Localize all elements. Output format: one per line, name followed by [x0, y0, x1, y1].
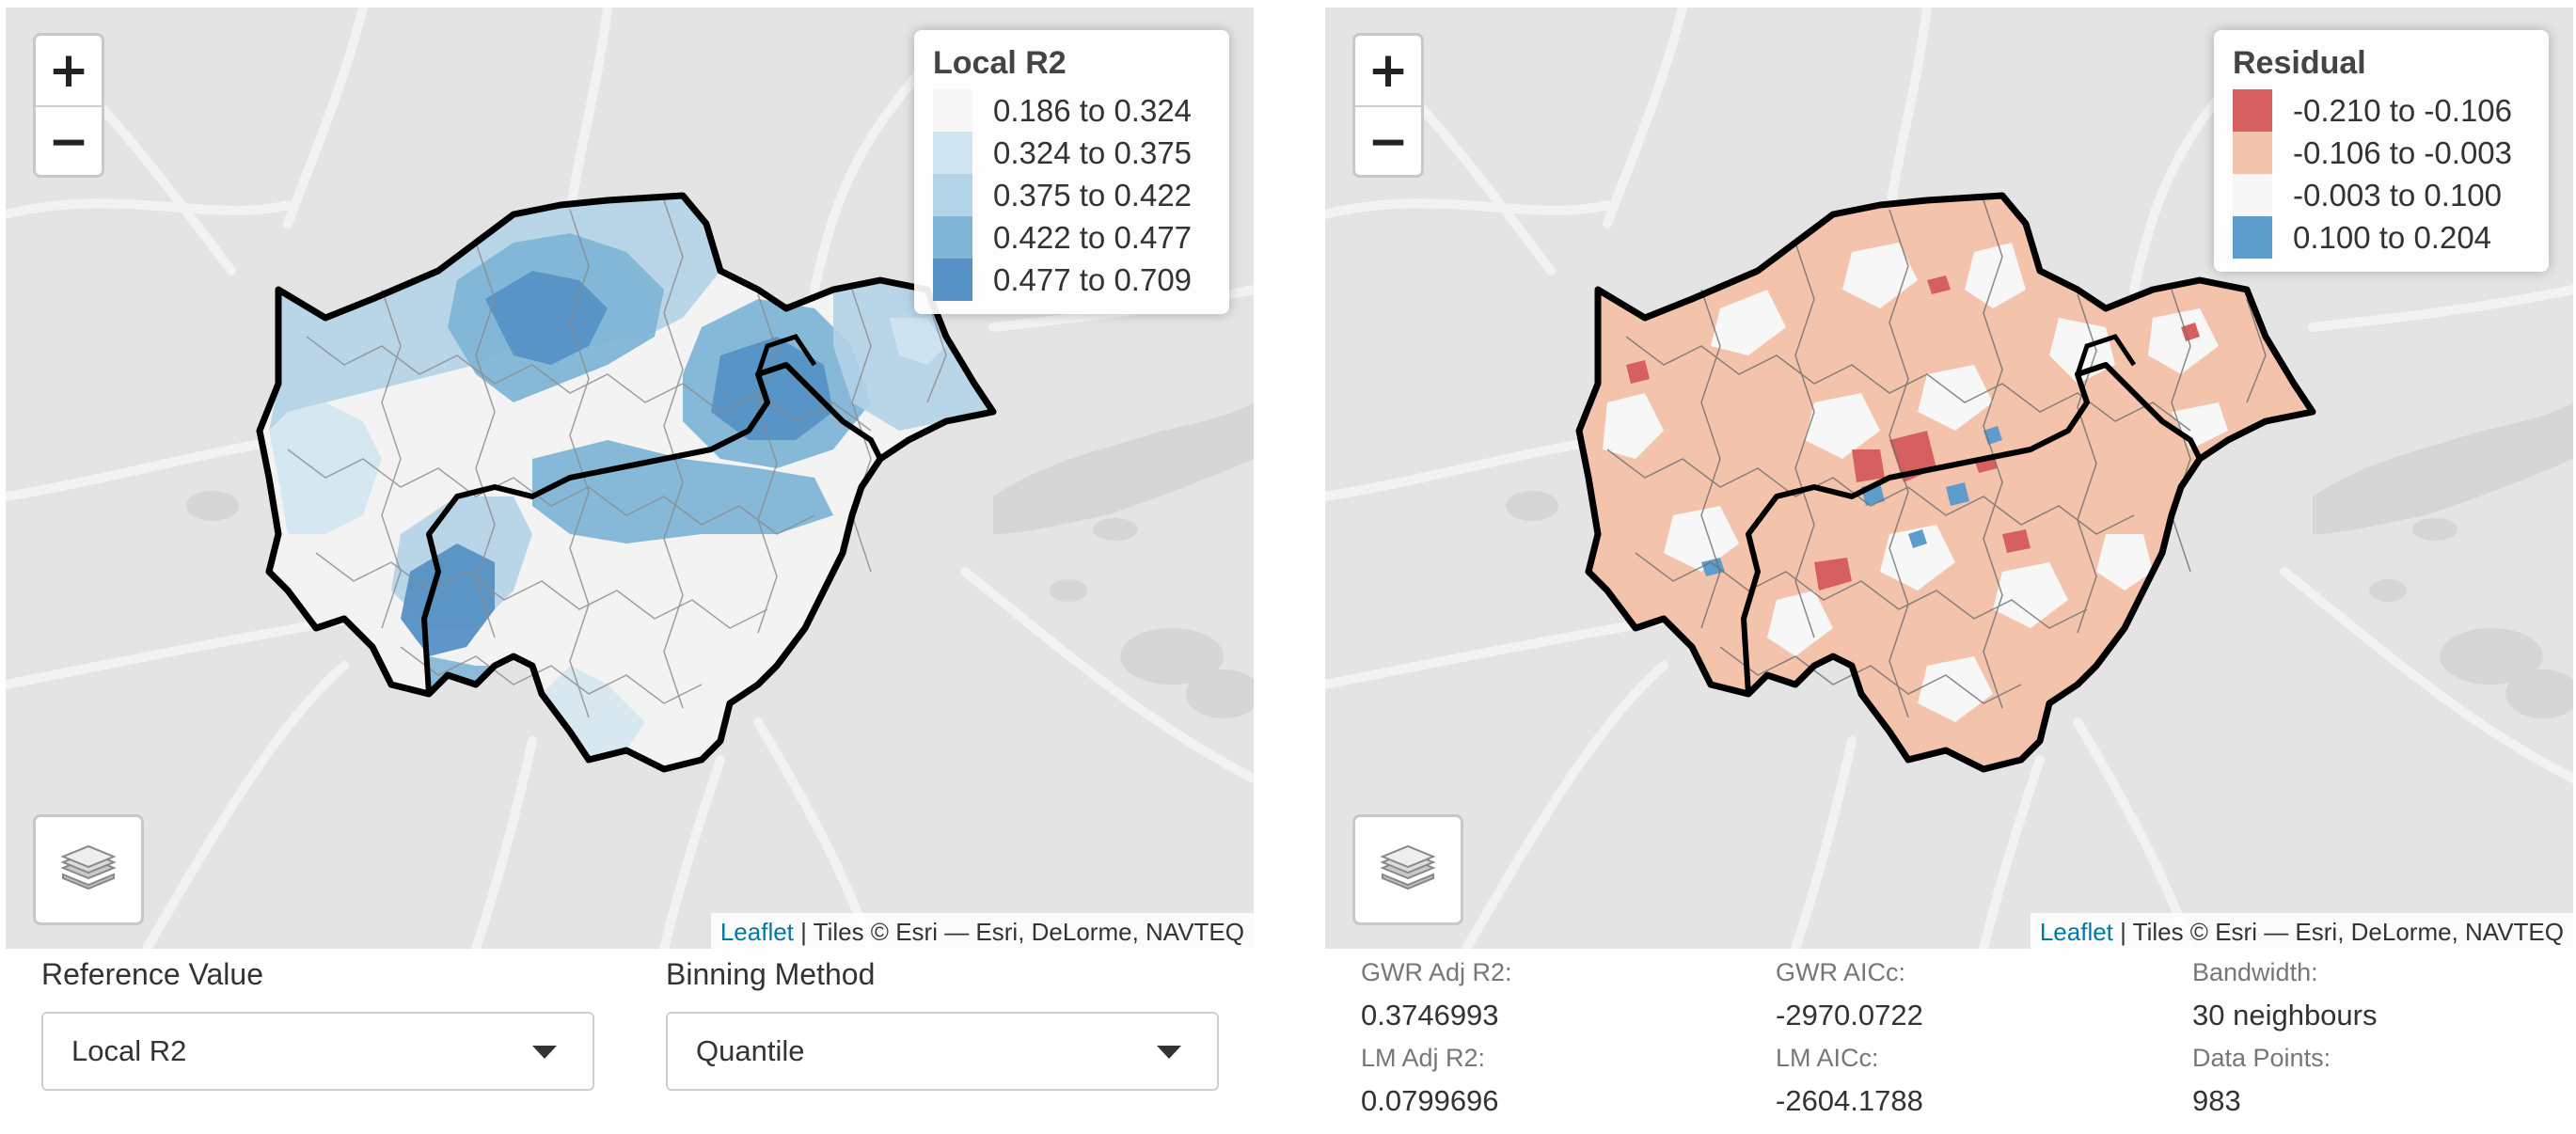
binning-method-select[interactable]: Quantile: [666, 1012, 1219, 1091]
legend-swatch: [933, 259, 972, 301]
binning-method-label: Binning Method: [666, 957, 876, 991]
lm-aicc-label: LM AICc:: [1776, 1044, 1879, 1072]
legend-item: -0.210 to -0.106: [2233, 89, 2530, 132]
layers-button[interactable]: [33, 814, 144, 925]
thames-outline: [421, 362, 883, 695]
gwr-aicc-value: -2970.0722: [1776, 999, 1923, 1032]
data-points-value: 983: [2192, 1084, 2241, 1117]
london-outline: [256, 192, 997, 773]
legend-swatch: [2233, 174, 2272, 216]
legend-label: 0.422 to 0.477: [993, 219, 1193, 255]
leaflet-link[interactable]: Leaflet: [2039, 918, 2113, 946]
zoom-in-button[interactable]: +: [1355, 36, 1421, 107]
attribution-text: | Tiles © Esri — Esri, DeLorme, NAVTEQ: [2112, 918, 2564, 946]
chevron-down-icon: [532, 1046, 557, 1059]
legend-title: Local R2: [933, 45, 1067, 81]
legend-item: -0.003 to 0.100: [2233, 174, 2530, 216]
london-outline: [1575, 192, 2316, 773]
legend-item: 0.186 to 0.324: [933, 89, 1210, 132]
lm-aicc-value: -2604.1788: [1776, 1084, 1923, 1117]
legend-label: -0.003 to 0.100: [2293, 177, 2503, 213]
basemap-tiles: [6, 8, 1254, 949]
binning-method-selected: Quantile: [696, 1034, 805, 1067]
legend-local-r2: Local R2 0.186 to 0.324 0.324 to 0.375 0…: [914, 30, 1229, 314]
lm-adj-r2-label: LM Adj R2:: [1361, 1044, 1486, 1072]
lm-adj-r2-value: 0.0799696: [1361, 1084, 1499, 1117]
legend-swatch: [933, 132, 972, 174]
reference-value-select[interactable]: Local R2: [41, 1012, 594, 1091]
layers-button[interactable]: [1352, 814, 1463, 925]
legend-residual: Residual -0.210 to -0.106 -0.106 to -0.0…: [2214, 30, 2549, 272]
zoom-in-button[interactable]: +: [36, 36, 102, 107]
legend-swatch: [933, 216, 972, 259]
legend-swatch: [933, 89, 972, 132]
bandwidth-value: 30 neighbours: [2192, 999, 2378, 1032]
attribution: Leaflet | Tiles © Esri — Esri, DeLorme, …: [710, 913, 1254, 949]
gwr-adj-r2-value: 0.3746993: [1361, 999, 1499, 1032]
legend-swatch: [2233, 132, 2272, 174]
basemap-tiles: [1325, 8, 2573, 949]
legend-item: 0.100 to 0.204: [2233, 216, 2530, 259]
legend-label: 0.477 to 0.709: [993, 261, 1193, 297]
thames-outline: [1741, 362, 2203, 695]
layers-icon: [60, 844, 117, 890]
gwr-aicc-label: GWR AICc:: [1776, 958, 1906, 986]
legend-item: -0.106 to -0.003: [2233, 132, 2530, 174]
legend-label: 0.324 to 0.375: [993, 134, 1193, 170]
layers-icon: [1380, 844, 1436, 890]
legend-swatch: [2233, 216, 2272, 259]
attribution-text: | Tiles © Esri — Esri, DeLorme, NAVTEQ: [793, 918, 1244, 946]
zoom-control: + −: [33, 33, 104, 178]
chevron-down-icon: [1157, 1046, 1181, 1059]
legend-label: 0.186 to 0.324: [993, 92, 1193, 128]
zoom-control: + −: [1352, 33, 1424, 178]
legend-item: 0.375 to 0.422: [933, 174, 1210, 216]
reference-value-selected: Local R2: [71, 1034, 187, 1067]
legend-swatch: [2233, 89, 2272, 132]
leaflet-link[interactable]: Leaflet: [719, 918, 794, 946]
legend-label: 0.100 to 0.204: [2293, 219, 2492, 255]
legend-label: 0.375 to 0.422: [993, 177, 1193, 213]
legend-swatch: [933, 174, 972, 216]
bandwidth-label: Bandwidth:: [2192, 958, 2318, 986]
zoom-out-button[interactable]: −: [1367, 114, 1409, 170]
zoom-out-button[interactable]: −: [48, 114, 89, 170]
attribution: Leaflet | Tiles © Esri — Esri, DeLorme, …: [2030, 913, 2573, 949]
legend-label: -0.106 to -0.003: [2293, 134, 2512, 170]
legend-item: 0.324 to 0.375: [933, 132, 1210, 174]
legend-title: Residual: [2233, 45, 2366, 81]
residual-map[interactable]: + − Residual -0.210 to -0.106 -0.106 to …: [1325, 8, 2573, 949]
gwr-adj-r2-label: GWR Adj R2:: [1361, 958, 1512, 986]
reference-value-label: Reference Value: [41, 957, 263, 991]
legend-item: 0.422 to 0.477: [933, 216, 1210, 259]
legend-label: -0.210 to -0.106: [2293, 92, 2512, 128]
legend-item: 0.477 to 0.709: [933, 259, 1210, 301]
data-points-label: Data Points:: [2192, 1044, 2331, 1072]
local-r2-map[interactable]: + − Local R2 0.186 to 0.324 0.324 to 0.3…: [6, 8, 1254, 949]
